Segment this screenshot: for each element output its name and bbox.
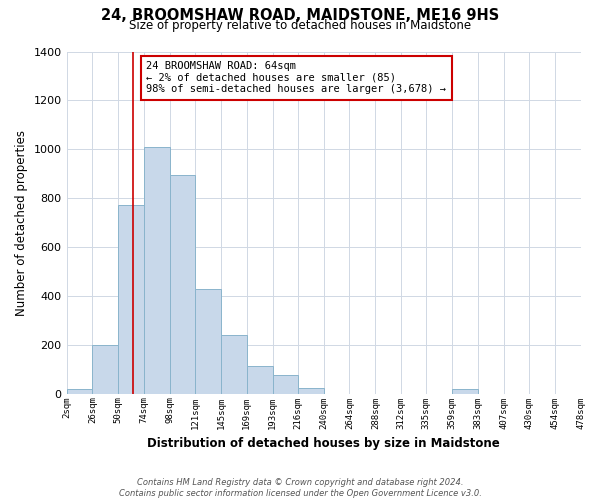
- Bar: [247, 366, 273, 394]
- Text: 24, BROOMSHAW ROAD, MAIDSTONE, ME16 9HS: 24, BROOMSHAW ROAD, MAIDSTONE, ME16 9HS: [101, 8, 499, 22]
- Text: 24 BROOMSHAW ROAD: 64sqm
← 2% of detached houses are smaller (85)
98% of semi-de: 24 BROOMSHAW ROAD: 64sqm ← 2% of detache…: [146, 62, 446, 94]
- X-axis label: Distribution of detached houses by size in Maidstone: Distribution of detached houses by size …: [147, 437, 500, 450]
- Bar: [273, 376, 298, 394]
- Bar: [298, 388, 323, 394]
- Text: Size of property relative to detached houses in Maidstone: Size of property relative to detached ho…: [129, 19, 471, 32]
- Bar: [170, 175, 195, 394]
- Bar: [452, 389, 478, 394]
- Bar: [144, 147, 170, 394]
- Y-axis label: Number of detached properties: Number of detached properties: [15, 130, 28, 316]
- Bar: [221, 335, 247, 394]
- Bar: [195, 288, 221, 394]
- Bar: [92, 345, 118, 394]
- Text: Contains HM Land Registry data © Crown copyright and database right 2024.
Contai: Contains HM Land Registry data © Crown c…: [119, 478, 481, 498]
- Bar: [67, 389, 92, 394]
- Bar: [118, 206, 144, 394]
